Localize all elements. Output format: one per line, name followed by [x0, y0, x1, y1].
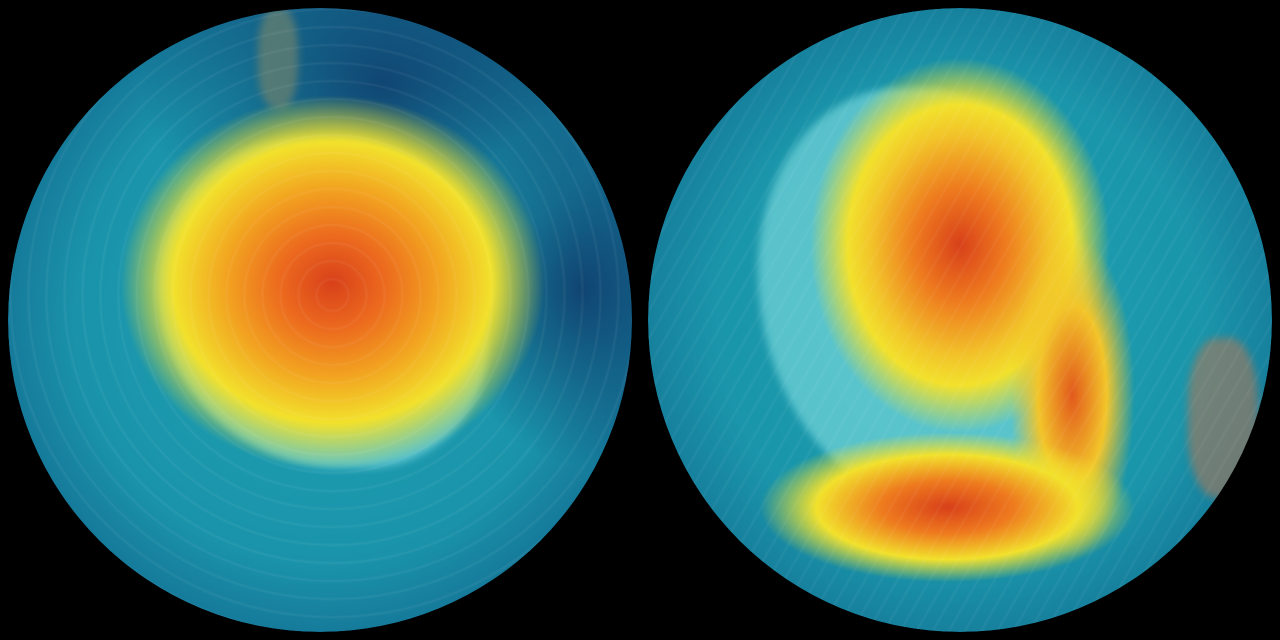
right-globe-split-vortex [648, 8, 1272, 632]
globe-rim [8, 8, 632, 632]
left-globe-vortex [8, 8, 632, 632]
globe-rim [648, 8, 1272, 632]
